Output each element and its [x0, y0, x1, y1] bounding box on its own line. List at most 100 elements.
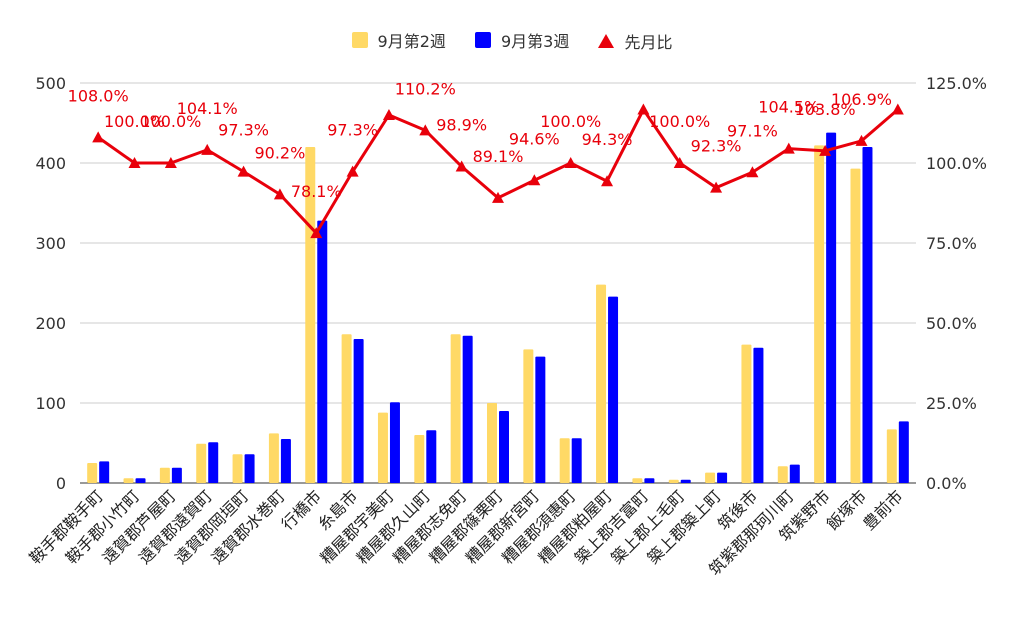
legend-item-series3[interactable]: 先月比 — [598, 29, 672, 53]
line-point-series3 — [237, 165, 250, 177]
line-point-series3 — [710, 181, 723, 193]
data-label-series3: 103.8% — [795, 100, 856, 119]
bar-series2 — [717, 472, 728, 483]
data-label-series3: 90.2% — [254, 143, 305, 162]
bar-series2 — [826, 132, 837, 483]
bar-series2 — [99, 461, 110, 483]
bar-series2 — [135, 478, 146, 483]
bar-series2 — [608, 296, 619, 483]
line-point-series3 — [637, 103, 650, 115]
bar-series1 — [159, 467, 170, 483]
bar-series1 — [668, 479, 679, 483]
legend-label-series3: 先月比 — [624, 33, 673, 52]
bar-series2 — [244, 454, 255, 483]
bar-series2 — [789, 464, 800, 483]
data-label-series3: 97.3% — [327, 121, 378, 140]
line-point-series3 — [492, 191, 504, 203]
bar-series2 — [862, 147, 873, 483]
data-label-series3: 97.3% — [218, 121, 269, 140]
data-label-series3: 100.0% — [649, 112, 710, 131]
bar-series1 — [632, 478, 643, 483]
bar-series1 — [850, 168, 861, 483]
line-point-series3 — [164, 157, 177, 168]
legend-label-series1: 9月第2週 — [377, 32, 446, 51]
bar-series2 — [680, 479, 691, 483]
bar-series1 — [559, 438, 570, 483]
right-tick-label: 0.0% — [926, 474, 967, 493]
category-label: 行橋市 — [278, 486, 325, 533]
right-tick-label: 100.0% — [926, 154, 987, 173]
legend-item-series2[interactable]: 9月第3週 — [474, 28, 570, 52]
bar-series1 — [705, 472, 716, 483]
data-label-series3: 78.1% — [291, 182, 342, 201]
bar-series1 — [450, 334, 461, 483]
bar-series2 — [535, 356, 546, 483]
left-tick-label: 500 — [35, 74, 66, 93]
bar-series2 — [898, 421, 909, 483]
right-tick-label: 125.0% — [926, 74, 987, 93]
bar-series1 — [487, 403, 497, 483]
line-point-series3 — [564, 157, 577, 168]
line-point-series3 — [819, 144, 832, 156]
line-point-series3 — [310, 227, 323, 239]
bar-series2 — [644, 478, 655, 483]
line-point-series3 — [891, 103, 904, 115]
bar-series1 — [741, 344, 752, 483]
legend-triangle-icon — [598, 34, 615, 48]
bar-series1 — [87, 463, 98, 483]
bar-series1 — [814, 145, 825, 483]
bar-series2 — [389, 402, 400, 483]
data-label-series3: 106.9% — [831, 90, 892, 109]
bar-series1 — [414, 435, 425, 483]
bar-series2 — [280, 439, 291, 483]
data-label-series3: 100.0% — [540, 112, 601, 131]
line-point-series3 — [346, 165, 359, 177]
line-point-series3 — [92, 131, 105, 143]
data-label-series3: 94.3% — [582, 130, 633, 149]
line-point-series3 — [455, 160, 468, 172]
bar-series2 — [753, 347, 764, 483]
bar-series2 — [353, 339, 364, 483]
bar-series1 — [886, 429, 897, 483]
bar-series2 — [499, 411, 509, 483]
bar-series1 — [523, 349, 534, 483]
chart-legend: 9月第2週 9月第3週 先月比 — [0, 28, 1024, 53]
category-label: 豊前市 — [859, 486, 906, 533]
category-label: 飯塚市 — [823, 486, 870, 533]
line-point-series3 — [201, 143, 214, 155]
bar-series2 — [426, 430, 437, 483]
bar-series1 — [196, 443, 207, 483]
data-label-series3: 100.0% — [104, 112, 165, 131]
data-label-series3: 108.0% — [68, 86, 129, 105]
line-point-series3 — [746, 166, 759, 178]
right-tick-label: 50.0% — [926, 314, 977, 333]
bar-series2 — [317, 220, 328, 483]
bar-series1 — [123, 478, 134, 483]
left-tick-label: 0 — [56, 474, 66, 493]
bar-series2 — [571, 438, 582, 483]
bar-series2 — [171, 467, 182, 483]
line-point-series3 — [673, 157, 686, 168]
line-point-series3 — [382, 109, 395, 120]
line-point-series3 — [855, 134, 868, 146]
legend-item-series1[interactable]: 9月第2週 — [351, 28, 446, 52]
line-point-series3 — [782, 142, 795, 154]
bar-series1 — [232, 454, 243, 483]
left-tick-label: 300 — [35, 234, 66, 253]
left-tick-label: 400 — [35, 154, 66, 173]
bar-series2 — [208, 442, 219, 483]
data-label-series3: 89.1% — [473, 147, 524, 166]
data-label-series3: 104.5% — [758, 98, 819, 117]
line-point-series3 — [419, 124, 432, 136]
line-point-series3 — [128, 157, 141, 168]
right-tick-label: 75.0% — [926, 234, 977, 253]
legend-label-series2: 9月第3週 — [500, 32, 570, 51]
data-label-series3: 104.1% — [177, 99, 238, 118]
legend-swatch-series1 — [351, 32, 368, 48]
data-label-series3: 100.0% — [140, 112, 201, 131]
data-label-series3: 97.1% — [727, 121, 778, 140]
data-label-series3: 98.9% — [436, 116, 487, 135]
line-point-series3 — [528, 174, 541, 186]
bar-series2 — [462, 335, 473, 483]
